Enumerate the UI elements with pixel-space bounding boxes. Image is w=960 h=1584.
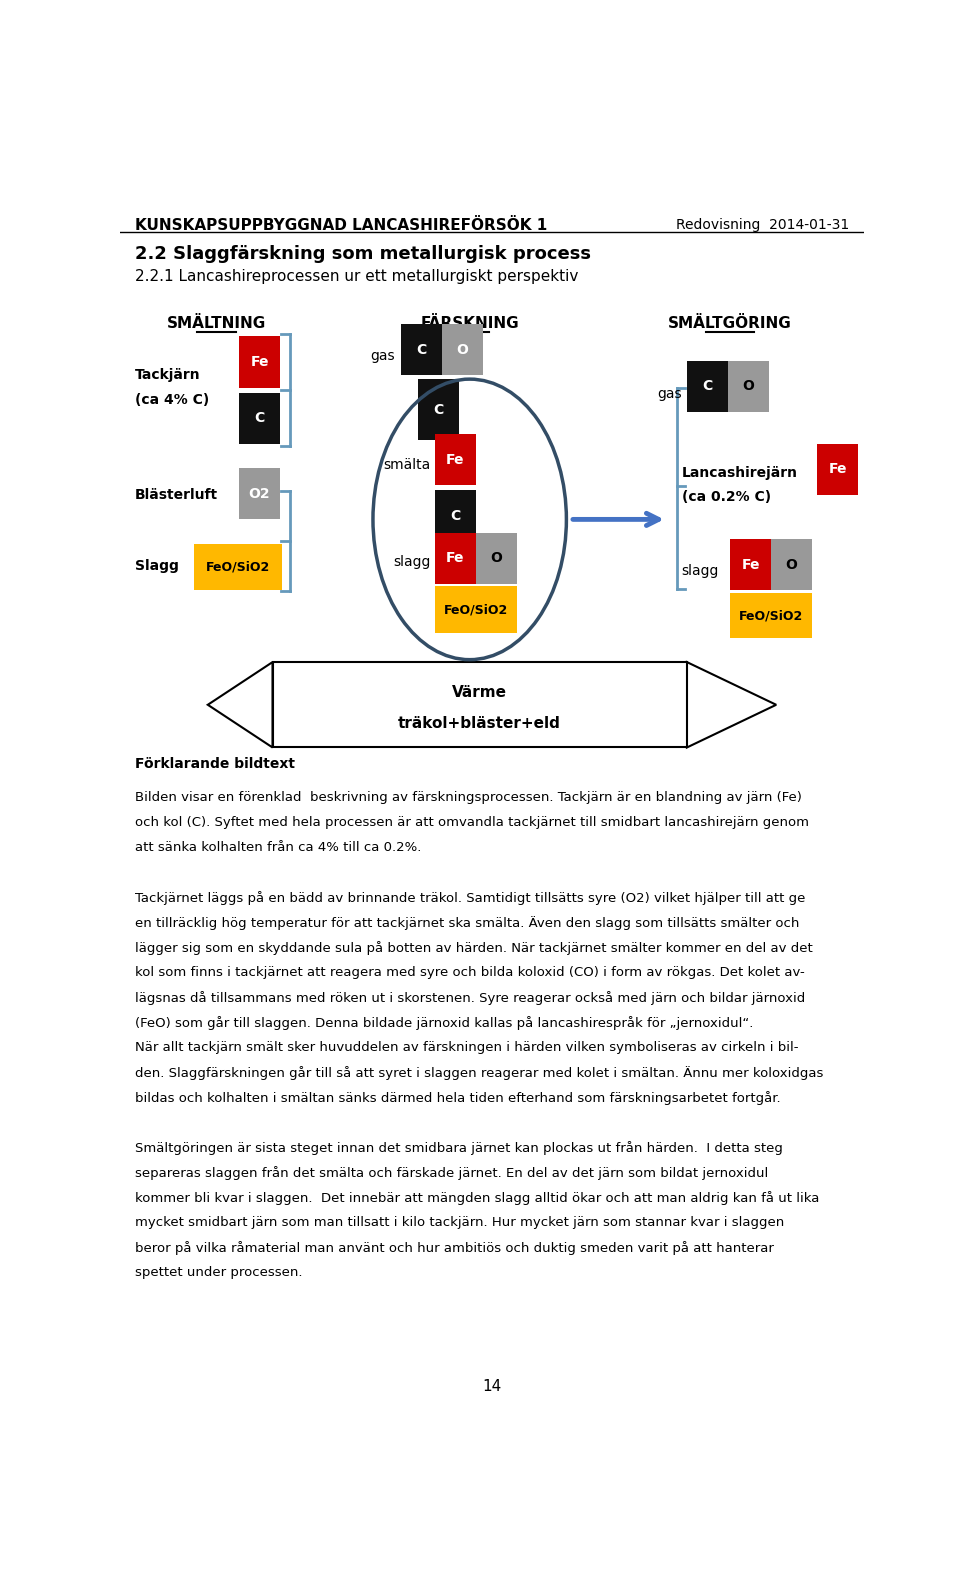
Text: 14: 14 [482, 1380, 502, 1394]
Text: FeO/SiO2: FeO/SiO2 [444, 604, 508, 616]
Text: (ca 0.2% C): (ca 0.2% C) [682, 491, 771, 504]
Text: SMÄLTNING: SMÄLTNING [167, 315, 266, 331]
Text: Redovisning  2014-01-31: Redovisning 2014-01-31 [676, 219, 849, 233]
Bar [443, 325, 483, 375]
Bar [435, 489, 475, 542]
Bar [239, 336, 280, 388]
Polygon shape [687, 662, 777, 748]
Text: Fe: Fe [828, 463, 847, 477]
Text: C: C [703, 380, 712, 393]
Bar [687, 361, 728, 412]
Text: O: O [491, 551, 502, 565]
Text: gas: gas [371, 348, 396, 363]
Text: kol som finns i tackjärnet att reagera med syre och bilda koloxid (CO) i form av: kol som finns i tackjärnet att reagera m… [134, 966, 804, 979]
Bar [239, 469, 280, 520]
Text: O: O [457, 342, 468, 356]
Polygon shape [207, 662, 273, 748]
Bar [435, 586, 516, 634]
Text: Smältgöringen är sista steget innan det smidbara järnet kan plockas ut från härd: Smältgöringen är sista steget innan det … [134, 1142, 782, 1155]
Bar [194, 543, 282, 591]
Bar [435, 532, 475, 584]
Text: C: C [450, 508, 460, 523]
Text: KUNSKAPSUPPBYGGNAD LANCASHIREFÖRSÖK 1: KUNSKAPSUPPBYGGNAD LANCASHIREFÖRSÖK 1 [134, 219, 547, 233]
Text: smälta: smälta [384, 458, 431, 472]
Text: C: C [417, 342, 427, 356]
Text: slagg: slagg [682, 564, 719, 578]
Text: Lancashirejärn: Lancashirejärn [682, 466, 798, 480]
Text: spettet under processen.: spettet under processen. [134, 1267, 302, 1280]
Text: O: O [785, 558, 798, 572]
Text: Blästerluft: Blästerluft [134, 488, 218, 502]
Text: FeO/SiO2: FeO/SiO2 [739, 610, 804, 623]
Text: (ca 4% C): (ca 4% C) [134, 393, 209, 407]
Text: Tackjärnet läggs på en bädd av brinnande träkol. Samtidigt tillsätts syre (O2) v: Tackjärnet läggs på en bädd av brinnande… [134, 892, 805, 906]
Text: Bilden visar en förenklad  beskrivning av färskningsprocessen. Tackjärn är en bl: Bilden visar en förenklad beskrivning av… [134, 792, 802, 805]
Text: 2.2.1 Lancashireprocessen ur ett metallurgiskt perspektiv: 2.2.1 Lancashireprocessen ur ett metallu… [134, 269, 578, 285]
Bar [817, 444, 858, 494]
Text: kommer bli kvar i slaggen.  Det innebär att mängden slagg alltid ökar och att ma: kommer bli kvar i slaggen. Det innebär a… [134, 1191, 819, 1205]
Text: slagg: slagg [394, 554, 431, 569]
Text: Tackjärn: Tackjärn [134, 369, 201, 382]
Text: lägsnas då tillsammans med röken ut i skorstenen. Syre reagerar också med järn o: lägsnas då tillsammans med röken ut i sk… [134, 992, 805, 1006]
Text: den. Slaggfärskningen går till så att syret i slaggen reagerar med kolet i smält: den. Slaggfärskningen går till så att sy… [134, 1066, 824, 1080]
Text: FÄRSKNING: FÄRSKNING [420, 315, 519, 331]
Text: och kol (C). Syftet med hela processen är att omvandla tackjärnet till smidbart : och kol (C). Syftet med hela processen ä… [134, 816, 809, 830]
Text: C: C [433, 402, 444, 417]
Bar [730, 539, 771, 591]
Text: separeras slaggen från det smälta och färskade järnet. En del av det järn som bi: separeras slaggen från det smälta och fä… [134, 1166, 768, 1180]
Text: O: O [742, 380, 755, 393]
Text: O2: O2 [249, 486, 271, 501]
Text: gas: gas [657, 386, 682, 401]
Text: 2.2 Slaggfärskning som metallurgisk process: 2.2 Slaggfärskning som metallurgisk proc… [134, 246, 590, 263]
Text: beror på vilka råmaterial man använt och hur ambitiös och duktig smeden varit på: beror på vilka råmaterial man använt och… [134, 1242, 774, 1256]
Text: bildas och kolhalten i smältan sänks därmed hela tiden efterhand som färskningsa: bildas och kolhalten i smältan sänks där… [134, 1091, 780, 1106]
Text: Fe: Fe [251, 355, 269, 369]
Text: träkol+bläster+eld: träkol+bläster+eld [397, 716, 561, 730]
Text: Slagg: Slagg [134, 559, 179, 573]
Text: Förklarande bildtext: Förklarande bildtext [134, 757, 295, 771]
Bar [730, 592, 812, 638]
Text: Fe: Fe [741, 558, 759, 572]
Bar [418, 379, 459, 440]
Text: Fe: Fe [446, 551, 465, 565]
Bar [435, 434, 475, 485]
Text: att sänka kolhalten från ca 4% till ca 0.2%.: att sänka kolhalten från ca 4% till ca 0… [134, 841, 421, 854]
Bar [273, 662, 687, 748]
Text: Värme: Värme [452, 686, 507, 700]
Text: mycket smidbart järn som man tillsatt i kilo tackjärn. Hur mycket järn som stann: mycket smidbart järn som man tillsatt i … [134, 1217, 784, 1229]
Text: (FeO) som går till slaggen. Denna bildade järnoxid kallas på lancashirespråk för: (FeO) som går till slaggen. Denna bildad… [134, 1017, 754, 1030]
Text: SMÄLTGÖRING: SMÄLTGÖRING [668, 315, 792, 331]
Text: lägger sig som en skyddande sula på botten av härden. När tackjärnet smälter kom: lägger sig som en skyddande sula på bott… [134, 941, 812, 955]
Bar [475, 532, 516, 584]
Text: C: C [254, 412, 265, 425]
Text: När allt tackjärn smält sker huvuddelen av färskningen i härden vilken symbolise: När allt tackjärn smält sker huvuddelen … [134, 1041, 799, 1055]
Text: FeO/SiO2: FeO/SiO2 [206, 561, 271, 573]
Bar [728, 361, 769, 412]
Text: Fe: Fe [446, 453, 465, 467]
Bar [771, 539, 812, 591]
Bar [401, 325, 443, 375]
Text: en tillräcklig hög temperatur för att tackjärnet ska smälta. Även den slagg som : en tillräcklig hög temperatur för att ta… [134, 917, 800, 930]
Bar [239, 393, 280, 444]
